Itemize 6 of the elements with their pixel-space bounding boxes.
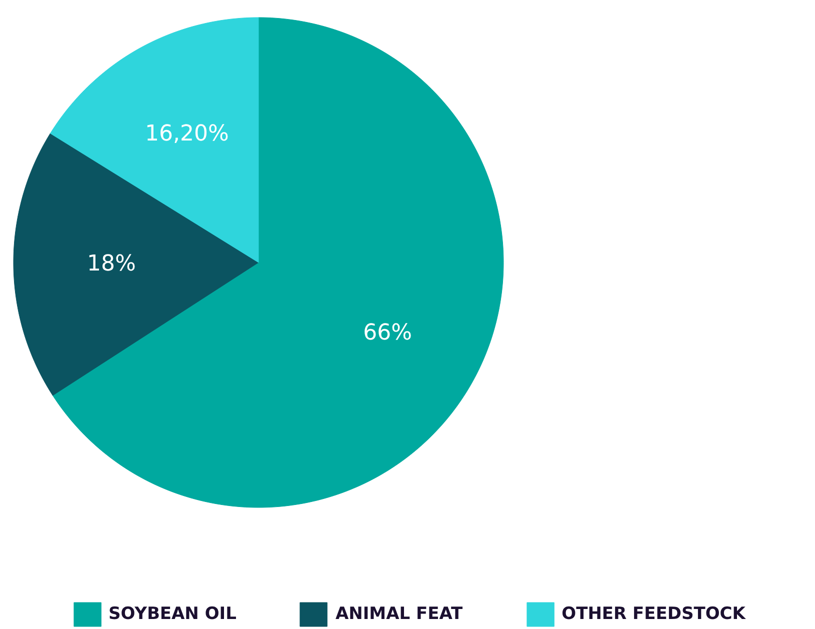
legend-label: OTHER FEEDSTOCK [562, 604, 746, 624]
legend-label: SOYBEAN OIL [108, 604, 236, 624]
data-label: 16,20% [145, 122, 229, 147]
data-label: 66% [363, 320, 412, 346]
legend-label: ANIMAL FEAT [335, 604, 463, 624]
data-label: 18% [87, 251, 136, 276]
